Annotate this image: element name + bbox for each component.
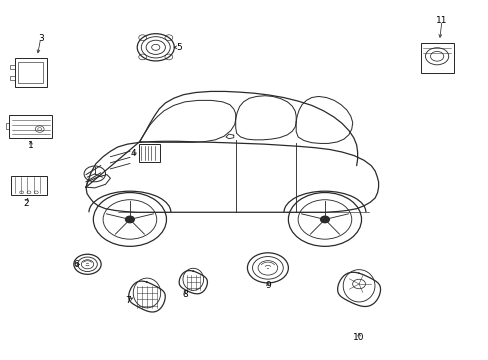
Bar	[19, 62, 43, 83]
Bar	[11, 176, 47, 195]
Text: 2: 2	[23, 199, 29, 208]
Text: 10: 10	[353, 333, 364, 342]
Circle shape	[320, 216, 329, 223]
Text: 4: 4	[130, 149, 136, 158]
Text: 7: 7	[125, 296, 131, 305]
Text: 3: 3	[38, 34, 43, 43]
Text: 1: 1	[28, 141, 34, 150]
Bar	[5, 123, 9, 129]
Bar	[10, 65, 15, 69]
Text: 6: 6	[73, 260, 79, 269]
Text: 8: 8	[182, 289, 187, 298]
Bar	[420, 43, 453, 73]
Bar	[9, 114, 52, 138]
Bar	[10, 76, 15, 80]
Text: 11: 11	[435, 16, 447, 25]
Bar	[15, 58, 47, 87]
Bar	[139, 144, 159, 162]
Circle shape	[125, 216, 134, 223]
Text: 9: 9	[264, 281, 270, 290]
Text: 5: 5	[176, 43, 181, 52]
